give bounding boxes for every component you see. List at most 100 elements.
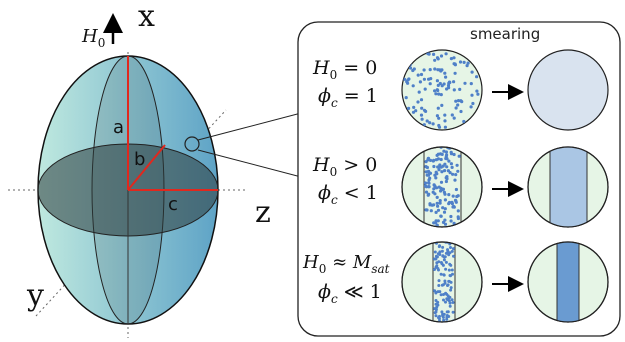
particle-dot <box>437 125 442 129</box>
particle-dot <box>444 179 448 184</box>
particle-dot <box>452 205 456 209</box>
particle-dot <box>433 257 436 261</box>
particle-dot <box>437 252 441 256</box>
x-axis-label: x <box>138 0 155 34</box>
particle-dot <box>445 310 449 314</box>
particle-dot <box>427 52 431 56</box>
row-3-before <box>401 241 483 323</box>
particle-dot <box>443 125 447 129</box>
particle-dot <box>432 52 436 57</box>
particle-dot <box>425 119 429 123</box>
particle-dot <box>449 219 453 223</box>
particle-dot <box>432 164 436 169</box>
particle-dot <box>456 99 461 103</box>
particle-dot <box>435 201 439 205</box>
particle-dot <box>441 220 446 224</box>
particle-dot <box>443 119 447 123</box>
particle-dot <box>442 293 445 296</box>
particle-dot <box>439 293 443 297</box>
particle-dot <box>431 190 435 194</box>
particle-dot <box>459 99 463 103</box>
particle-dot <box>434 210 438 214</box>
particle-dot <box>446 284 449 287</box>
particle-dot <box>444 150 448 154</box>
row-3-fraction: ϕc ≪ 1 <box>318 281 382 306</box>
particle-dot <box>450 268 454 272</box>
particle-dot <box>420 117 424 121</box>
particle-dot <box>440 84 444 88</box>
particle-dot <box>408 66 413 70</box>
particle-dot <box>428 171 432 175</box>
row-1-labels: H0 = 0 ϕc = 1 <box>312 57 378 110</box>
applied-field-indicator: H0 <box>81 13 123 50</box>
particle-dot <box>428 68 432 72</box>
particle-dot <box>433 89 437 93</box>
particle-dot <box>443 279 447 283</box>
row-1-field-relation: H0 = 0 <box>312 57 377 82</box>
particle-dot <box>419 98 424 102</box>
particle-dot <box>469 105 473 109</box>
particle-dot <box>432 187 436 191</box>
particle-dot <box>427 178 431 182</box>
particle-dot <box>440 249 444 253</box>
particle-dot <box>443 207 447 211</box>
particle-dot <box>433 307 437 311</box>
particle-dot <box>452 116 456 120</box>
particle-dot <box>436 106 440 110</box>
row-3-field-relation: H0 ≈ Msat <box>302 252 390 276</box>
particle-dot <box>444 75 448 79</box>
row-1-before <box>401 49 483 131</box>
particle-dot <box>475 89 479 93</box>
particle-dot <box>449 214 453 219</box>
particle-dot <box>433 58 437 62</box>
particle-dot <box>443 169 447 173</box>
particle-dot <box>450 113 454 117</box>
row-1-after <box>527 49 609 131</box>
particle-dot <box>449 57 453 61</box>
particle-dot <box>469 82 473 86</box>
panel-title: smearing <box>470 25 540 43</box>
particle-dot <box>440 170 444 174</box>
particle-dot <box>457 154 461 158</box>
row-3-after <box>527 241 609 323</box>
particle-dot <box>439 54 444 58</box>
particle-dot <box>434 176 438 180</box>
particle-dot <box>437 279 441 283</box>
row-2-labels: H0 > 0 ϕc < 1 <box>312 154 378 207</box>
particle-dot <box>454 173 458 177</box>
particle-dot <box>442 298 445 302</box>
particle-dot <box>429 209 433 213</box>
particle-dot <box>451 301 455 304</box>
particle-dot <box>449 263 453 267</box>
particle-dot <box>465 64 469 68</box>
particle-dot <box>419 113 424 117</box>
particle-dot <box>434 314 438 318</box>
particle-dot <box>453 178 457 182</box>
particle-dot <box>447 279 451 283</box>
particle-dot <box>438 199 442 203</box>
particle-dot <box>444 267 448 271</box>
particle-dot <box>425 208 429 212</box>
particle-dot <box>423 87 427 91</box>
particle-dot <box>447 159 451 163</box>
magnified-spot <box>184 136 200 152</box>
particle-dot <box>450 298 454 302</box>
zoom-connector-bottom <box>197 149 306 179</box>
particle-dot <box>433 250 437 254</box>
particle-dot <box>442 273 446 277</box>
particle-dot <box>436 165 440 169</box>
particle-dot <box>451 310 455 314</box>
particle-dot <box>471 101 475 106</box>
particle-dot <box>439 69 443 73</box>
particle-dot <box>435 186 439 190</box>
particle-dot <box>427 77 431 81</box>
particle-dot <box>427 185 431 189</box>
particle-dot <box>405 80 409 84</box>
particle-dot <box>442 318 446 322</box>
particle-dot <box>435 261 439 265</box>
particle-dot <box>441 164 445 168</box>
particle-dot <box>449 162 453 166</box>
particle-dot <box>435 255 439 259</box>
